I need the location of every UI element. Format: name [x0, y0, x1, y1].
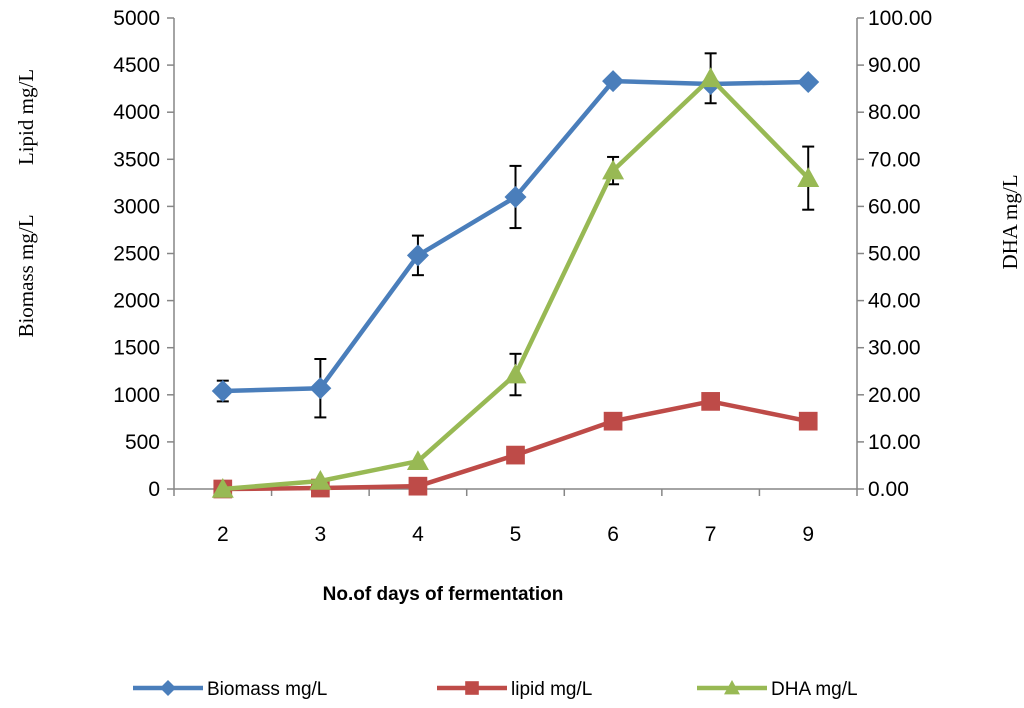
- x-tick-label: 2: [217, 523, 229, 546]
- error-bars: [216, 52, 815, 419]
- dha-data-point: [699, 67, 722, 88]
- dha-data-point: [211, 478, 234, 498]
- lipid-data-point: [506, 445, 525, 465]
- legend-label: lipid mg/L: [511, 679, 592, 700]
- legend-marker: [160, 680, 176, 696]
- legend: Biomass mg/L lipid mg/L DHA mg/L: [133, 679, 858, 700]
- left-y-tick-label: 1000: [113, 384, 160, 407]
- biomass-data-point: [797, 71, 820, 94]
- left-y-tick-label: 2000: [113, 290, 160, 313]
- biomass-data-point: [211, 380, 234, 403]
- lipid-data-point: [701, 392, 720, 411]
- legend-label: Biomass mg/L: [207, 679, 327, 700]
- y-axis-label-biomass: Biomass mg/L: [14, 214, 38, 337]
- x-tick-label: 3: [315, 523, 327, 546]
- legend-marker: [465, 681, 479, 695]
- dha-data-point: [504, 363, 527, 384]
- left-y-tick-label: 4500: [113, 54, 160, 77]
- right-y-tick-label: 50.00: [868, 243, 921, 266]
- left-y-tick-label: 5000: [113, 7, 160, 30]
- legend-label: DHA mg/L: [771, 679, 858, 700]
- legend-item-lipid: lipid mg/L: [437, 679, 592, 700]
- biomass-data-point: [602, 70, 625, 93]
- right-y-tick-label: 60.00: [868, 195, 921, 218]
- lipid-data-point: [798, 411, 818, 431]
- right-y-tick-label: 40.00: [868, 290, 921, 313]
- right-y-tick-label: 100.00: [868, 7, 932, 30]
- y-axis-label-lipid: Lipid mg/L: [14, 69, 38, 165]
- biomass-data-point: [406, 244, 429, 267]
- biomass-series-line: [222, 78, 809, 394]
- left-y-tick-label: 3000: [113, 195, 160, 218]
- dha-series-line: [222, 76, 810, 492]
- biomass-data-point: [309, 377, 332, 400]
- dha-data-point: [602, 159, 625, 180]
- legend-marker: [724, 680, 740, 695]
- left-y-tick-label: 0: [148, 478, 160, 501]
- legend-item-dha: DHA mg/L: [697, 679, 858, 700]
- left-y-tick-label: 3500: [113, 148, 160, 171]
- right-y-tick-label: 80.00: [868, 101, 921, 124]
- right-y-tick-label: 0.00: [868, 478, 909, 501]
- right-y-tick-label: 10.00: [868, 431, 921, 454]
- x-tick-label: 9: [802, 523, 814, 546]
- right-y-tick-label: 30.00: [868, 337, 921, 360]
- lipid-data-point: [603, 411, 623, 431]
- legend-item-biomass: Biomass mg/L: [133, 679, 327, 700]
- axes: [173, 18, 858, 490]
- right-y-tick-label: 20.00: [868, 384, 921, 407]
- dha-data-point: [309, 469, 332, 490]
- x-axis-label: No.of days of fermentation: [323, 584, 564, 605]
- right-y-tick-label: 90.00: [868, 54, 921, 77]
- x-tick-label: 7: [705, 523, 717, 546]
- ticks: 0 500 1000 1500 2000 2500 3000 3500 4000 4500 5000…: [113, 7, 932, 546]
- series: [211, 67, 820, 499]
- x-tick-label: 5: [510, 523, 522, 546]
- x-tick-label: 6: [607, 523, 619, 546]
- right-y-tick-label: 70.00: [868, 148, 921, 171]
- left-y-tick-label: 4000: [113, 101, 160, 124]
- dha-data-point: [797, 167, 820, 187]
- x-tick-label: 4: [412, 523, 424, 546]
- dha-data-point: [406, 450, 429, 471]
- y-axis-label-dha: DHA mg/L: [998, 174, 1022, 269]
- left-y-tick-label: 1500: [113, 337, 160, 360]
- lipid-series-line: [222, 399, 809, 492]
- left-y-tick-label: 500: [125, 431, 160, 454]
- biomass-data-point: [504, 185, 527, 208]
- lipid-data-point: [408, 476, 428, 496]
- left-y-tick-label: 2500: [113, 243, 160, 266]
